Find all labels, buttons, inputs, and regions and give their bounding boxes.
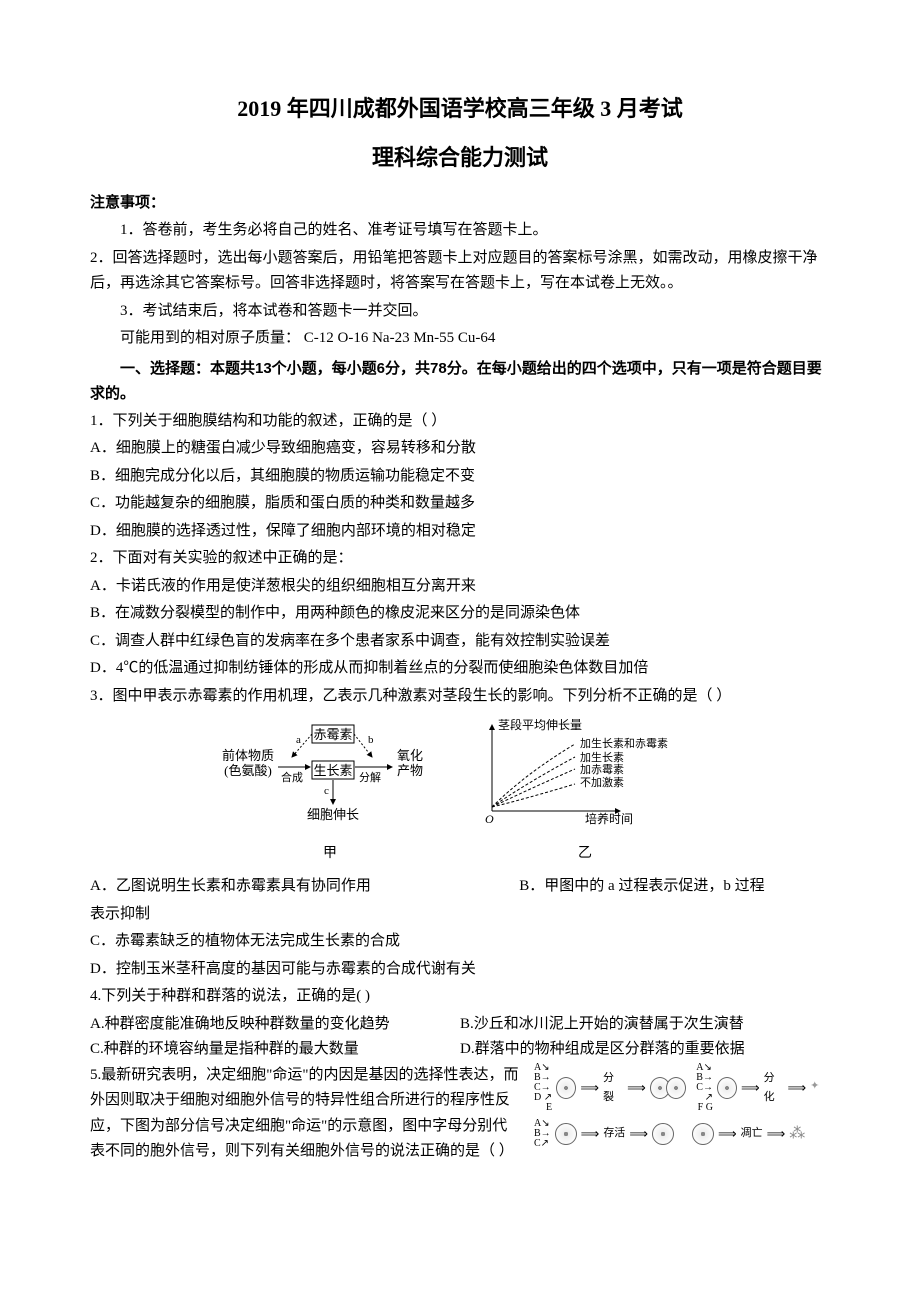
cell-icon <box>652 1123 674 1145</box>
debris-icon: ⁂ <box>789 1120 805 1147</box>
label-b: b <box>368 734 374 746</box>
q1-option-b: B．细胞完成分化以后，其细胞膜的物质运输功能稳定不变 <box>90 464 830 490</box>
q3-stem: 3．图中甲表示赤霉素的作用机理，乙表示几种激素对茎段生长的影响。下列分析不正确的… <box>90 684 830 710</box>
q2-stem: 2．下面对有关实验的叙述中正确的是： <box>90 546 830 572</box>
notice-item-2: 2．回答选择题时，选出每小题答案后，用铅笔把答题卡上对应题目的答案标号涂黑，如需… <box>90 246 830 297</box>
q3-option-d: D．控制玉米茎秆高度的基因可能与赤霉素的合成代谢有关 <box>90 957 830 983</box>
arrow-icon: ⟹ <box>718 1123 737 1145</box>
sig-f: F <box>698 1102 704 1113</box>
q5-container: 5.最新研究表明，决定细胞"命运"的内因是基因的选择性表达，而外因则取决于细胞对… <box>90 1063 830 1165</box>
q2-option-d: D．4℃的低温通过抑制纺锤体的形成从而抑制着丝点的分裂而使细胞染色体数目加倍 <box>90 656 830 682</box>
label-a: a <box>296 734 301 746</box>
diagram-jia-svg: 赤霉素 生长素 前体物质 (色氨酸) 氧化 产物 细胞伸长 合成 分解 a b … <box>220 719 440 829</box>
node-oxidation: 氧化 <box>397 748 423 763</box>
q1-stem: 1．下列关于细胞膜结构和功能的叙述，正确的是（ ） <box>90 409 830 435</box>
q5-figure: A↘ B→ C→ D ↗ E ⟹ 分裂 ⟹ A↘ B→ C→ ↗F G <box>534 1063 830 1155</box>
arrow-icon: ⟹ <box>629 1123 648 1145</box>
arrow-icon: ⟹ <box>627 1077 646 1099</box>
fate-survival: 存活 <box>603 1124 625 1143</box>
notice-item-1: 1．答卷前，考生务必将自己的姓名、准考证号填写在答题卡上。 <box>90 218 830 244</box>
cell-icon <box>555 1123 577 1145</box>
q1-option-d: D．细胞膜的选择透过性，保障了细胞内部环境的相对稳定 <box>90 519 830 545</box>
figure-jia-label: 甲 <box>220 842 440 866</box>
fate-apoptosis: 凋亡 <box>741 1124 763 1143</box>
page-subtitle: 理科综合能力测试 <box>90 139 830 176</box>
figure-jia: 赤霉素 生长素 前体物质 (色氨酸) 氧化 产物 细胞伸长 合成 分解 a b … <box>220 719 440 866</box>
cell-icon <box>556 1077 576 1099</box>
node-precursor2: (色氨酸) <box>224 763 272 778</box>
cell-icon <box>692 1123 714 1145</box>
x-axis-label: 培养时间 <box>585 811 633 826</box>
arrow-icon: ⟹ <box>788 1077 807 1099</box>
node-product: 产物 <box>397 763 423 778</box>
y-axis-label: 茎段平均伸长量 <box>498 719 582 732</box>
legend-1: 加生长素和赤霉素 <box>580 736 668 750</box>
q4-stem: 4.下列关于种群和群落的说法，正确的是( ) <box>90 984 830 1010</box>
q4-option-c: C.种群的环境容纳量是指种群的最大数量 <box>90 1037 460 1063</box>
q4-options-row: A.种群密度能准确地反映种群数量的变化趋势 B.沙丘和冰川泥上开始的演替属于次生… <box>90 1012 830 1063</box>
arrow-icon: ⟹ <box>580 1077 599 1099</box>
sig-e: E <box>546 1102 552 1113</box>
chart-yi-svg: 茎段平均伸长量 加生长素和赤霉素 加生长素 加赤霉素 不加激素 O 培养时间 <box>470 719 700 829</box>
node-auxin: 生长素 <box>313 763 352 778</box>
label-decompose: 分解 <box>359 770 381 784</box>
q2-option-a: A．卡诺氏液的作用是使洋葱根尖的组织细胞相互分离开来 <box>90 574 830 600</box>
node-precursor: 前体物质 <box>222 748 274 763</box>
q4-option-d: D.群落中的物种组成是区分群落的重要依据 <box>460 1037 830 1063</box>
q2-option-b: B．在减数分裂模型的制作中，用两种颜色的橡皮泥来区分的是同源染色体 <box>90 601 830 627</box>
q3-option-c: C．赤霉素缺乏的植物体无法完成生长素的合成 <box>90 929 830 955</box>
q4-option-a: A.种群密度能准确地反映种群数量的变化趋势 <box>90 1012 460 1038</box>
q3-option-b-pre: B．甲图中的 a 过程表示促进，b 过程 <box>519 874 830 900</box>
section-1-header: 一、选择题：本题共13个小题，每小题6分，共78分。在每小题给出的四个选项中，只… <box>90 356 830 407</box>
q2-option-c: C．调查人群中红绿色盲的发病率在多个患者家系中调查，能有效控制实验误差 <box>90 629 830 655</box>
notice-item-4: 可能用到的相对原子质量： C-12 O-16 Na-23 Mn-55 Cu-64 <box>90 326 830 352</box>
q3-option-b-post: 表示抑制 <box>90 902 830 928</box>
arrow-icon: ⟹ <box>581 1123 600 1145</box>
figure-yi: 茎段平均伸长量 加生长素和赤霉素 加生长素 加赤霉素 不加激素 O 培养时间 乙 <box>470 719 700 866</box>
figure-yi-label: 乙 <box>470 842 700 866</box>
cell-icon <box>666 1077 686 1099</box>
notice-item-3: 3．考试结束后，将本试卷和答题卡一并交回。 <box>90 299 830 325</box>
page-title: 2019 年四川成都外国语学校高三年级 3 月考试 <box>90 90 830 127</box>
notice-header: 注意事项： <box>90 191 830 217</box>
legend-2: 加生长素 <box>580 750 624 764</box>
sig-g: G <box>706 1102 713 1113</box>
fate-diff: 分化 <box>764 1069 784 1106</box>
arrow-icon: ⟹ <box>741 1077 760 1099</box>
star-cell-icon: ✦ <box>810 1077 830 1099</box>
cell-icon <box>717 1077 737 1099</box>
q3-figures: 赤霉素 生长素 前体物质 (色氨酸) 氧化 产物 细胞伸长 合成 分解 a b … <box>90 719 830 866</box>
sig-d: D <box>534 1092 541 1103</box>
legend-3: 加赤霉素 <box>580 763 624 776</box>
svg-text:O: O <box>485 812 494 826</box>
q3-row-ab: A．乙图说明生长素和赤霉素具有协同作用 B．甲图中的 a 过程表示促进，b 过程 <box>90 874 830 902</box>
q3-option-a: A．乙图说明生长素和赤霉素具有协同作用 <box>90 874 519 900</box>
q1-option-a: A．细胞膜上的糖蛋白减少导致细胞癌变，容易转移和分散 <box>90 436 830 462</box>
node-elongation: 细胞伸长 <box>307 807 359 822</box>
legend-4: 不加激素 <box>580 775 624 789</box>
arrow-icon: ⟹ <box>767 1123 786 1145</box>
q5-stem: 5.最新研究表明，决定细胞"命运"的内因是基因的选择性表达，而外因则取决于细胞对… <box>90 1063 519 1165</box>
label-c: c <box>324 785 329 797</box>
fate-division: 分裂 <box>603 1069 623 1106</box>
node-gibberellin: 赤霉素 <box>313 727 352 742</box>
label-synthesis: 合成 <box>281 770 303 784</box>
q1-option-c: C．功能越复杂的细胞膜，脂质和蛋白质的种类和数量越多 <box>90 491 830 517</box>
q4-option-b: B.沙丘和冰川泥上开始的演替属于次生演替 <box>460 1012 830 1038</box>
